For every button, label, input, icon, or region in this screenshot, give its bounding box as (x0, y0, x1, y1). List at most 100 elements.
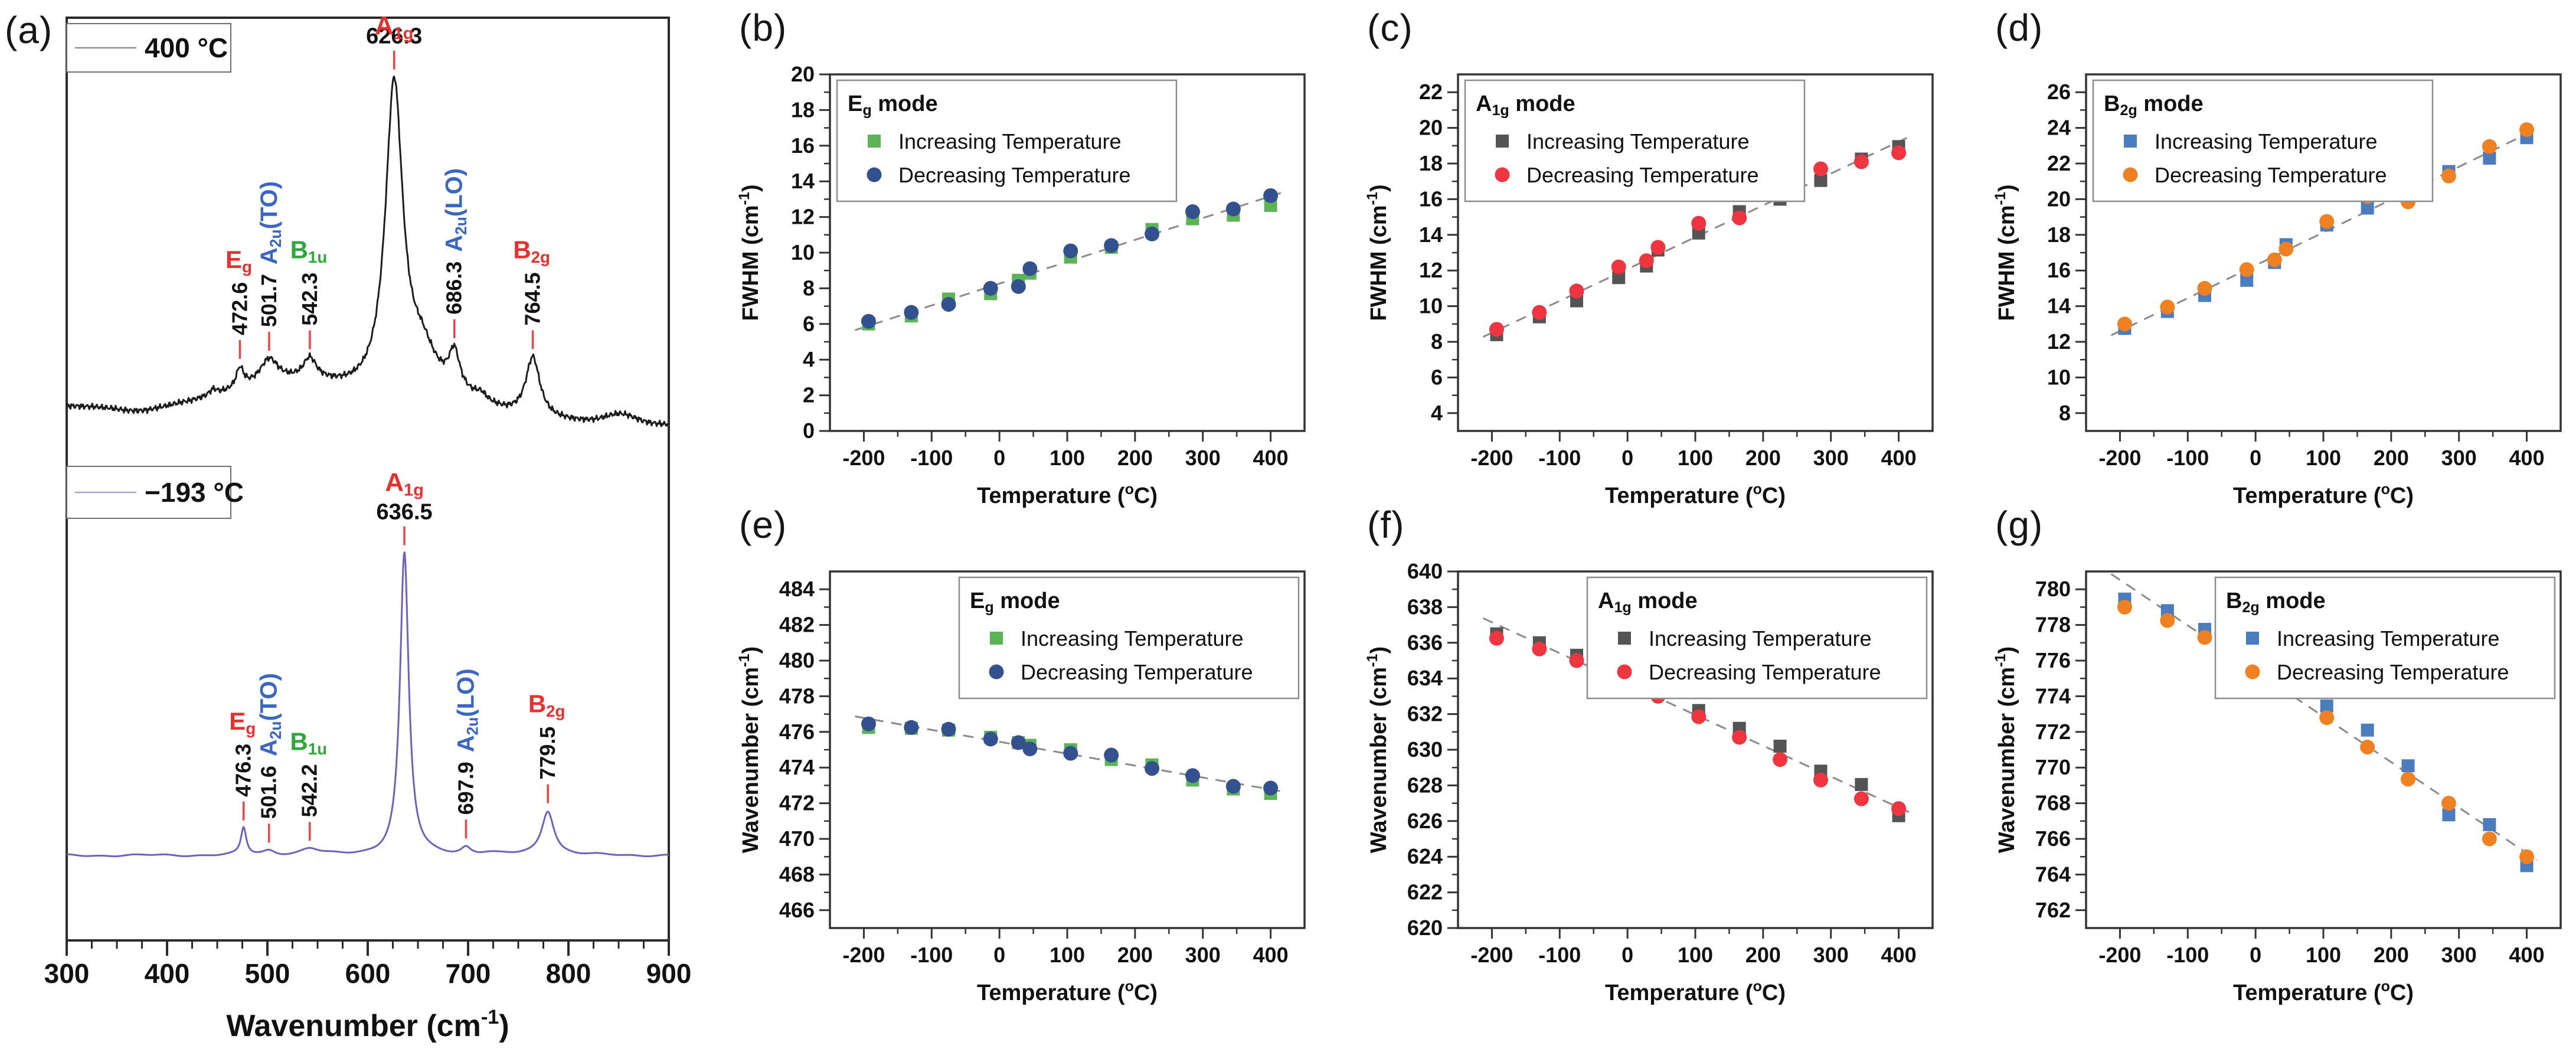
data-point (2239, 262, 2254, 277)
data-point (1732, 210, 1747, 226)
y-tick-label: 632 (1407, 702, 1443, 726)
x-tick-label: 200 (1117, 943, 1153, 967)
y-tick-label: 774 (2035, 684, 2071, 708)
y-tick-label: 630 (1407, 737, 1443, 762)
peak-mode-label: A2u(TO) (256, 181, 285, 264)
legend: A1g mode Increasing Temperature Decreasing… (1464, 79, 1806, 202)
x-tick-label: 800 (546, 958, 591, 989)
peak-value-label: 501.7 (257, 274, 281, 327)
data-point (2267, 252, 2282, 267)
data-point (2482, 831, 2497, 847)
x-tick-label: -200 (1470, 446, 1513, 470)
y-tick-label: 474 (779, 755, 815, 779)
y-tick-label: 762 (2035, 898, 2071, 922)
data-point (2401, 772, 2416, 787)
y-tick-label: 20 (1419, 116, 1443, 140)
x-tick-label: 300 (44, 958, 90, 989)
legend-item-label: Decreasing Temperature (1526, 163, 1759, 187)
data-point (1022, 261, 1038, 276)
panel-a-label: (a) (5, 9, 53, 51)
y-tick-label: 484 (779, 577, 815, 601)
data-point (2519, 849, 2535, 864)
legend-item-label: Decreasing Temperature (1021, 660, 1253, 684)
data-point (1063, 243, 1078, 259)
data-point (1691, 215, 1707, 231)
data-point (1263, 188, 1279, 203)
x-axis-title: Temperature (oC) (977, 481, 1158, 508)
x-tick-label: -100 (2166, 943, 2209, 967)
data-point (1011, 735, 1026, 750)
y-tick-label: 4 (1431, 401, 1443, 425)
x-tick-label: 0 (2250, 446, 2261, 470)
data-point (1855, 777, 1868, 791)
peak-value-label: 686.3 (442, 262, 466, 315)
panel-g-wavenumber-b2g-chart: -200 -100 0 100 200 300 400 762 764 766 768 770 772 7… (1992, 570, 2562, 1005)
legend-item-label: Increasing Temperature (1021, 626, 1244, 651)
x-tick-label: 600 (345, 958, 391, 989)
panel-e-wavenumber-eg-chart: -200 -100 0 100 200 300 400 466 468 470 472 474 476 4… (736, 570, 1306, 1005)
x-tick-label: 400 (145, 958, 190, 989)
x-tick-label: 400 (1881, 943, 1917, 967)
peak-mode-label: Eg (225, 246, 252, 276)
x-tick-label: 100 (2306, 446, 2341, 470)
y-tick-label: 20 (791, 62, 815, 86)
peak-mode-label: A2u(LO) (442, 168, 470, 252)
data-point (1185, 768, 1200, 783)
data-point (2441, 796, 2456, 811)
data-point (2160, 299, 2175, 315)
y-tick-label: 2 (803, 383, 815, 407)
peak-value-label: 626.3 (366, 24, 422, 49)
panel-a-raman-spectra-chart: 300 400 500 600 700 800 900 Wavenumber (cm-1) 47… (44, 11, 692, 1043)
y-tick-label: 10 (791, 240, 815, 264)
peak-value-label: 764.5 (521, 272, 545, 325)
y-tick-label: 638 (1407, 594, 1443, 619)
x-tick-label: 300 (2441, 943, 2477, 967)
data-point (1891, 145, 1907, 161)
panel-d-fwhm-b2g-chart: -200 -100 0 100 200 300 400 8 10 12 14 16 18 20 22 24 26… (1992, 73, 2562, 508)
legend: Eg mode Increasing Temperature Decreasing … (958, 576, 1300, 700)
x-tick-label: 100 (1678, 446, 1713, 470)
data-point (2197, 280, 2212, 296)
data-point (2360, 739, 2375, 754)
y-tick-label: 476 (779, 720, 815, 744)
peak-value-label: 779.5 (535, 727, 560, 780)
trend-line (1482, 617, 1910, 813)
y-tick-label: 478 (779, 684, 815, 708)
legend-marker (1618, 632, 1631, 645)
data-point (2519, 122, 2535, 138)
y-axis-title: Wavenumber (cm-1) (1992, 646, 2019, 853)
y-axis-title: Wavenumber (cm-1) (736, 646, 763, 853)
spectrum-curve (66, 76, 670, 427)
data-point (1891, 801, 1907, 816)
y-tick-label: 624 (1407, 844, 1443, 868)
axes: -200 -100 0 100 200 300 400 466 468 470 472 474 476 4… (779, 570, 1306, 967)
data-point (941, 297, 956, 312)
data-point (1225, 779, 1241, 794)
y-tick-label: 634 (1407, 666, 1443, 690)
legend-item-label: Decreasing Temperature (1649, 660, 1881, 684)
y-tick-label: 472 (779, 791, 815, 815)
data-point (1104, 238, 1119, 253)
y-axis-title: FWHM (cm-1) (1992, 184, 2019, 321)
y-tick-label: 22 (1419, 80, 1443, 104)
y-tick-label: 636 (1407, 630, 1443, 655)
y-tick-label: 468 (779, 862, 815, 886)
y-tick-label: 466 (779, 898, 815, 922)
data-point (2483, 151, 2496, 165)
x-axis-title: Wavenumber (cm-1) (226, 1006, 509, 1043)
y-tick-label: 8 (803, 276, 815, 300)
data-point (983, 731, 998, 747)
x-axis-title: Temperature (oC) (2233, 481, 2414, 508)
y-tick-label: 626 (1407, 809, 1443, 833)
y-tick-label: 772 (2035, 720, 2071, 744)
legend-item-label: 400 °C (145, 32, 228, 63)
y-tick-label: 8 (2059, 401, 2071, 425)
peak-mode-label: B1u (290, 236, 328, 267)
legend-marker (2124, 135, 2137, 148)
data-point (2483, 818, 2496, 831)
x-tick-label: 400 (2509, 446, 2545, 470)
axes: -200 -100 0 100 200 300 400 8 10 12 14 16 18 20 22 24 26 (2047, 73, 2562, 470)
axes: -200 -100 0 100 200 300 400 762 764 766 768 770 772 7… (2035, 570, 2562, 967)
axes: -200 -100 0 100 200 300 400 620 622 624 626 628 630 6… (1407, 559, 1934, 967)
